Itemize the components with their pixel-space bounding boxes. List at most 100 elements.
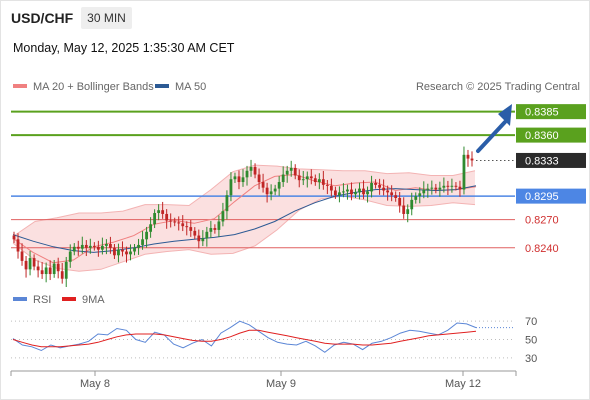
candle	[157, 204, 161, 221]
candle	[313, 174, 317, 186]
x-axis: May 8 May 9 May 12	[10, 371, 517, 390]
candle	[338, 186, 341, 203]
candle	[68, 244, 72, 268]
candle	[24, 256, 28, 278]
candle	[257, 168, 261, 190]
candle	[56, 257, 60, 279]
candle	[305, 171, 309, 188]
candle	[289, 160, 293, 177]
candle	[442, 177, 446, 193]
candle	[277, 176, 281, 196]
candle	[197, 229, 201, 249]
candle	[165, 209, 169, 229]
resistance-2-label-box	[516, 104, 586, 120]
candle	[261, 173, 265, 193]
candle	[105, 239, 108, 255]
candle	[84, 240, 88, 257]
x-tick-label: May 9	[266, 378, 296, 390]
timeframe-button[interactable]: 30 MIN	[81, 7, 132, 29]
candle	[60, 262, 64, 284]
candle	[334, 186, 337, 199]
candle	[217, 215, 221, 238]
rsi-legend-swatch	[13, 297, 27, 301]
candle	[229, 172, 233, 202]
candle	[173, 217, 177, 227]
candle	[44, 262, 48, 283]
candle	[125, 246, 128, 263]
candle	[201, 230, 205, 247]
candle	[438, 181, 442, 197]
legend: MA 20 + Bollinger Bands MA 50 Research ©…	[13, 81, 580, 93]
candle	[297, 169, 301, 188]
candle	[269, 184, 273, 201]
candle	[177, 216, 181, 231]
candle	[153, 209, 157, 229]
candle	[72, 243, 76, 256]
support-2-label: 0.8240	[525, 243, 559, 255]
candle	[253, 163, 257, 179]
candle	[378, 178, 381, 195]
candle	[374, 179, 377, 189]
ma20-legend-label: MA 20 + Bollinger Bands	[33, 81, 154, 93]
candle	[96, 240, 100, 257]
candle	[281, 166, 285, 187]
candle	[321, 170, 325, 190]
candle	[350, 182, 353, 201]
candle	[446, 180, 450, 195]
candle	[301, 170, 305, 186]
candle	[285, 165, 289, 183]
rsi-9ma-line	[12, 329, 477, 348]
candle	[293, 164, 297, 180]
candle	[317, 173, 321, 190]
candle	[382, 179, 386, 196]
candle	[265, 182, 269, 203]
candle	[342, 183, 345, 198]
support-1-label: 0.8270	[525, 215, 559, 227]
pair-symbol: USD/CHF	[11, 10, 74, 26]
copyright-text: Research © 2025 Trading Central	[416, 81, 580, 93]
candle	[52, 259, 56, 278]
candle	[113, 244, 116, 260]
candle	[145, 226, 148, 248]
candle	[466, 149, 470, 167]
resistance-2-label: 0.8385	[525, 107, 559, 119]
candle	[185, 221, 189, 236]
candle	[358, 182, 361, 200]
candle	[329, 178, 333, 197]
candle	[390, 185, 394, 202]
candle	[406, 204, 410, 223]
candle	[454, 182, 458, 191]
level-lines	[11, 110, 515, 249]
forecast-arrow	[476, 104, 512, 153]
candle	[189, 219, 193, 237]
candle	[209, 220, 213, 238]
current-price-label-box	[516, 152, 586, 168]
candle	[181, 215, 185, 232]
candle	[80, 236, 84, 254]
candle	[137, 238, 140, 255]
x-tick-label: May 12	[445, 378, 481, 390]
rsi-tick-30: 30	[525, 353, 537, 365]
candle	[410, 192, 414, 216]
candle	[48, 260, 52, 281]
bollinger-lower-line	[12, 195, 476, 272]
x-tick-label: May 8	[80, 378, 110, 390]
resistance-1-label-box	[516, 127, 586, 143]
candle	[362, 180, 365, 200]
candle	[309, 169, 313, 185]
candle	[366, 186, 369, 203]
candle	[32, 254, 36, 271]
rsi-guides: 70 50 30	[11, 316, 537, 365]
ma20-legend-swatch	[13, 84, 27, 88]
rsi-legend: RSI 9MA	[13, 294, 105, 306]
candle	[233, 172, 237, 183]
bollinger-upper-line	[12, 164, 476, 237]
candle	[237, 170, 241, 190]
resistance-1-label: 0.8360	[525, 130, 559, 142]
candle	[92, 242, 96, 251]
candle	[346, 184, 349, 200]
candle	[28, 250, 32, 276]
candle	[12, 231, 16, 244]
candle	[245, 165, 249, 186]
